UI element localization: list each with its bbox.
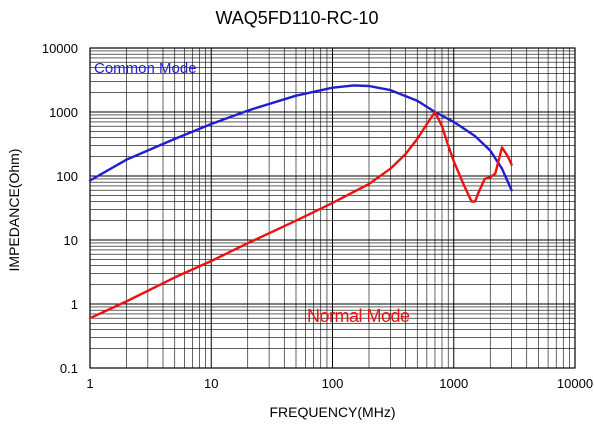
x-axis-label: FREQUENCY(MHz) [269, 404, 396, 420]
annotation-normal-mode: Normal Mode [307, 306, 410, 326]
series-line-common-mode [88, 84, 513, 192]
chart-title: WAQ5FD110-RC-10 [215, 8, 379, 28]
x-tick-label: 10 [204, 376, 218, 391]
series-line-normal-mode [88, 110, 513, 320]
x-tick-label: 1 [86, 376, 93, 391]
y-tick-label: 0.1 [60, 361, 78, 376]
annotation-common-mode: Common Mode [94, 60, 197, 77]
y-axis-label: IMPEDANCE(Ohm) [6, 148, 22, 272]
x-tick-label: 100 [322, 376, 344, 391]
plot-frame [89, 47, 576, 369]
y-tick-label: 10 [64, 233, 78, 248]
x-tick-label: 1000 [439, 376, 468, 391]
y-tick-label: 10000 [42, 41, 78, 56]
y-tick-label: 1 [71, 297, 78, 312]
x-tick-label: 10000 [557, 376, 593, 391]
y-tick-label: 100 [56, 169, 78, 184]
y-tick-label: 1000 [49, 105, 78, 120]
